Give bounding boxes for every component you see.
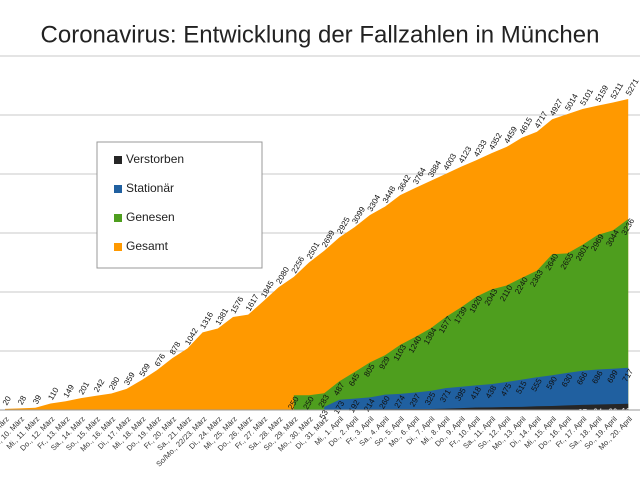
- data-label: 2: [170, 413, 175, 422]
- data-label: 242: [92, 377, 107, 394]
- data-label: 1316: [198, 310, 215, 330]
- data-label: 201: [77, 380, 92, 397]
- data-label: 0: [124, 413, 129, 422]
- data-label: 42: [472, 411, 481, 420]
- data-label: 3642: [396, 173, 413, 193]
- legend-swatch: [114, 214, 122, 222]
- data-label: 0: [48, 413, 53, 422]
- data-label: 3: [246, 413, 251, 422]
- data-label: 32: [457, 411, 466, 420]
- data-label: 3: [292, 413, 297, 422]
- data-label: 20: [1, 394, 14, 407]
- data-label: 5159: [594, 83, 611, 103]
- data-label: 0: [140, 413, 145, 422]
- legend: Verstorben Stationär Genesen Gesamt: [96, 141, 263, 269]
- data-label: 0: [79, 413, 84, 422]
- legend-label: Genesen: [126, 210, 175, 224]
- data-label: 5271: [624, 77, 640, 97]
- legend-label: Gesamt: [126, 239, 169, 253]
- data-label: 9: [337, 413, 342, 422]
- legend-label: Stationär: [126, 181, 174, 195]
- data-label: 5: [307, 413, 312, 422]
- data-label: 0: [64, 413, 69, 422]
- data-label: 0: [109, 413, 114, 422]
- data-label: 78: [563, 409, 572, 418]
- data-label: 1576: [229, 295, 246, 315]
- data-label: 18: [426, 412, 435, 421]
- data-label: 3: [261, 413, 266, 422]
- data-label: 280: [107, 375, 122, 392]
- data-label: 5101: [578, 87, 595, 107]
- data-label: 4233: [472, 138, 489, 158]
- data-label: 2: [185, 413, 190, 422]
- data-label: 28: [16, 394, 29, 407]
- data-label: 5211: [609, 81, 626, 101]
- legend-label: Verstorben: [126, 152, 184, 166]
- data-label: 99: [609, 407, 618, 416]
- data-label: 63: [533, 409, 542, 418]
- legend-box: [96, 141, 263, 269]
- data-label: 0: [33, 413, 38, 422]
- data-label: 3884: [426, 159, 443, 179]
- legend-swatch: [114, 243, 122, 251]
- data-label: 24: [441, 412, 450, 421]
- data-label: 12: [381, 412, 390, 421]
- data-label: 52: [517, 410, 526, 419]
- data-label: 67: [548, 409, 557, 418]
- data-label: 5: [322, 413, 327, 422]
- data-label: 12: [365, 412, 374, 421]
- data-label: 16: [411, 412, 420, 421]
- data-label: 39: [31, 393, 44, 406]
- data-label: 0: [94, 413, 99, 422]
- data-label: 0: [18, 413, 23, 422]
- data-label: 9: [352, 413, 357, 422]
- data-label: 44: [487, 411, 496, 420]
- data-label: 4003: [442, 151, 459, 171]
- data-label: 3: [231, 413, 236, 422]
- data-label: 149: [62, 383, 77, 400]
- data-label: 110: [46, 386, 60, 402]
- legend-swatch: [114, 156, 122, 164]
- data-label: 94: [593, 408, 602, 417]
- data-label: 2: [216, 413, 221, 422]
- data-label: 3: [276, 413, 281, 422]
- data-label: 0: [155, 413, 160, 422]
- area: [324, 367, 629, 410]
- data-label: 2: [200, 413, 205, 422]
- area: [20, 403, 629, 410]
- data-label: 3764: [411, 166, 428, 186]
- chart-title: Coronavirus: Entwicklung der Fallzahlen …: [41, 21, 600, 48]
- data-label: 87: [578, 408, 587, 417]
- area: [293, 219, 629, 410]
- data-label: 4123: [457, 144, 474, 164]
- legend-swatch: [114, 185, 122, 193]
- data-label: 14: [396, 412, 405, 421]
- data-label: 105: [622, 407, 636, 416]
- data-label: 51: [502, 410, 511, 419]
